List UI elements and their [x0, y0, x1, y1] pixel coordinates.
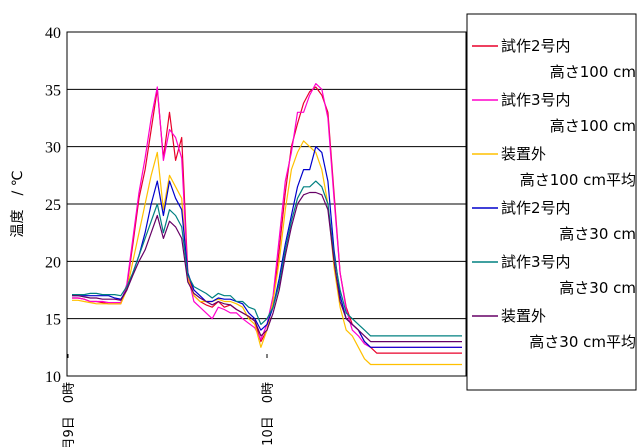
legend-label: 装置外 [501, 145, 546, 163]
legend-label-sub: 高さ30 cm [559, 279, 636, 297]
series-line-1 [72, 86, 462, 354]
y-tick-label: 10 [45, 369, 61, 386]
legend-label: 試作3号内 [501, 91, 571, 109]
x-tick-label: 9月10日 0時 [261, 382, 276, 447]
y-tick-label: 35 [45, 82, 61, 99]
series-lines [72, 82, 462, 366]
x-tick-labels: 9月9日 0時 9月10日 0時 [62, 354, 276, 447]
legend-label-sub: 高さ30 cm平均 [529, 333, 636, 351]
legend-label: 試作2号内 [501, 199, 571, 217]
series-line-4 [72, 146, 462, 348]
legend-label-sub: 高さ100 cm平均 [520, 171, 636, 189]
y-tick-label: 25 [45, 197, 61, 214]
series-line-2 [72, 82, 462, 348]
legend-label: 装置外 [501, 307, 546, 325]
plot-frame [66, 31, 467, 377]
y-axis-label: 温度 / ℃ [10, 171, 26, 238]
series-line-6 [72, 191, 462, 343]
y-tick-labels: 10 15 20 25 30 35 40 [45, 25, 61, 386]
legend-label-sub: 高さ100 cm [550, 63, 636, 81]
y-tick-label: 40 [45, 25, 61, 42]
legend-label: 試作3号内 [501, 253, 571, 271]
y-tick-label: 20 [45, 254, 61, 271]
legend-label-sub: 高さ100 cm [550, 117, 636, 135]
series-line-5 [72, 180, 462, 337]
legend-label: 試作2号内 [501, 37, 571, 55]
legend-box [466, 13, 637, 391]
x-tick-label: 9月9日 0時 [62, 382, 77, 447]
y-tick-label: 15 [45, 312, 61, 329]
y-tick-label: 30 [45, 140, 61, 157]
legend-label-sub: 高さ30 cm [559, 225, 636, 243]
